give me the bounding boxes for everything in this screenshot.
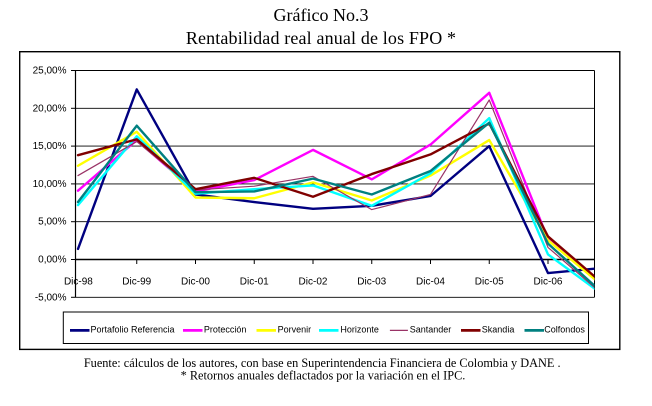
svg-text:Dic-03: Dic-03 (357, 277, 386, 288)
svg-text:Colfondos: Colfondos (544, 325, 585, 335)
svg-text:Portafolio Referencia: Portafolio Referencia (91, 325, 175, 335)
svg-text:Dic-00: Dic-00 (181, 277, 210, 288)
svg-text:* Retornos anuales deflactados: * Retornos anuales deflactados por la va… (181, 369, 466, 383)
svg-text:25,00%: 25,00% (33, 66, 67, 77)
svg-text:20,00%: 20,00% (33, 103, 67, 114)
svg-text:-5,00%: -5,00% (35, 292, 67, 303)
svg-text:Dic-98: Dic-98 (64, 277, 93, 288)
svg-text:Gráfico No.3: Gráfico No.3 (274, 5, 369, 25)
svg-text:Skandia: Skandia (482, 325, 515, 335)
svg-text:Santander: Santander (410, 325, 452, 335)
svg-text:Dic-99: Dic-99 (122, 277, 151, 288)
svg-text:Dic-01: Dic-01 (240, 277, 269, 288)
svg-text:Protección: Protección (204, 325, 247, 335)
svg-text:Dic-04: Dic-04 (416, 277, 445, 288)
svg-text:Rentabilidad real anual de los: Rentabilidad real anual de los FPO * (186, 28, 456, 48)
svg-text:Dic-02: Dic-02 (299, 277, 328, 288)
svg-text:Porvenir: Porvenir (278, 325, 312, 335)
svg-text:15,00%: 15,00% (33, 141, 67, 152)
svg-text:0,00%: 0,00% (38, 255, 66, 266)
svg-text:5,00%: 5,00% (38, 217, 66, 228)
svg-text:Horizonte: Horizonte (340, 325, 379, 335)
svg-text:10,00%: 10,00% (33, 179, 67, 190)
svg-text:Dic-05: Dic-05 (475, 277, 504, 288)
svg-text:Fuente: cálculos de los autore: Fuente: cálculos de los autores, con bas… (84, 356, 561, 370)
svg-text:Dic-06: Dic-06 (534, 277, 563, 288)
